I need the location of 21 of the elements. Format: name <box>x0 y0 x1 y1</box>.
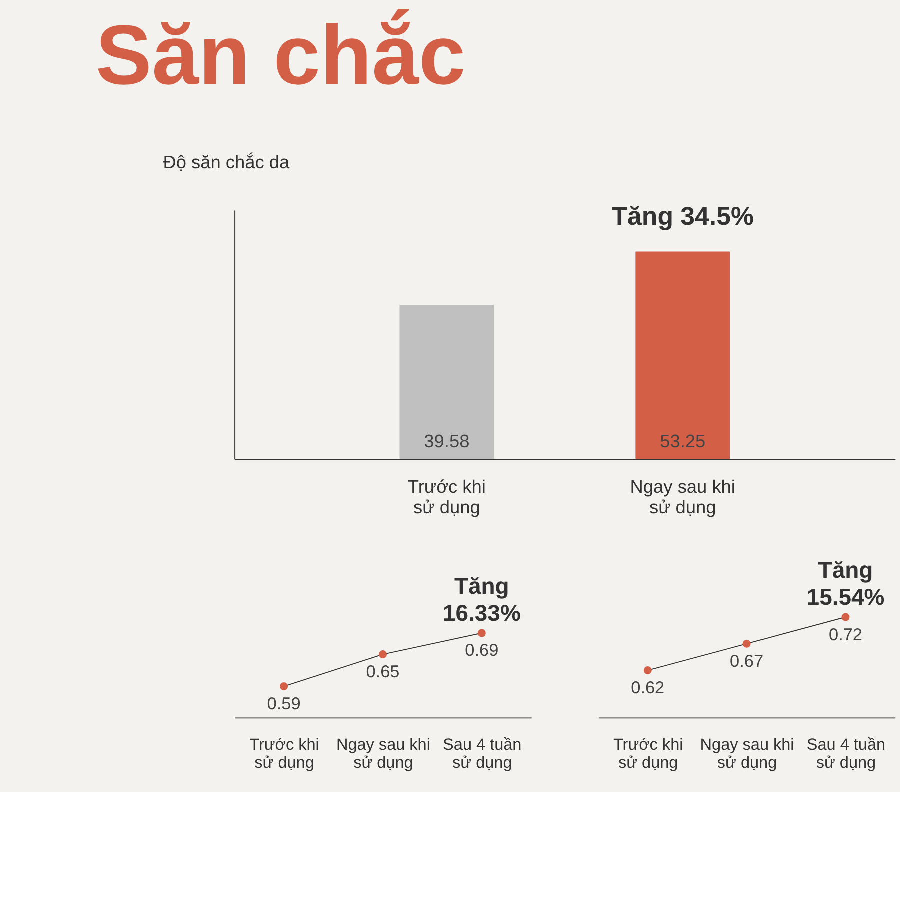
x-tick-label: Trước khi sử dụng <box>613 736 684 772</box>
data-label: 0.67 <box>730 650 764 671</box>
chart-title: Săn chắc <box>96 8 466 102</box>
data-label: 0.62 <box>631 678 665 698</box>
x-tick-label: Trước khi sử dụng <box>408 477 486 518</box>
data-label: 0.69 <box>465 640 499 660</box>
x-tick-label: Trước khi sử dụng <box>250 736 320 772</box>
text: Tăng 16.33% <box>442 573 521 626</box>
x-tick-label: Ngay sau khi sử dụng <box>700 736 794 772</box>
data-label: 0.72 <box>828 624 863 644</box>
x-tick-label: Ngay sau khi sử dụng <box>630 477 736 518</box>
data-label: 0.65 <box>366 662 400 682</box>
data-label: 39.58 <box>424 432 470 452</box>
x-tick-label: Sau 4 tuần sử dụng <box>443 736 522 772</box>
x-tick-label: Sau 4 tuần sử dụng <box>806 736 886 772</box>
text: Tăng 34.5% <box>612 202 754 231</box>
x-tick-label: Ngay sau khi sử dụng <box>336 736 430 772</box>
data-label: 53.25 <box>660 432 706 452</box>
y-axis-title: Độ săn chắc da <box>163 152 291 173</box>
data-label: 0.59 <box>267 694 301 714</box>
text: Tăng 15.54% <box>806 557 885 610</box>
